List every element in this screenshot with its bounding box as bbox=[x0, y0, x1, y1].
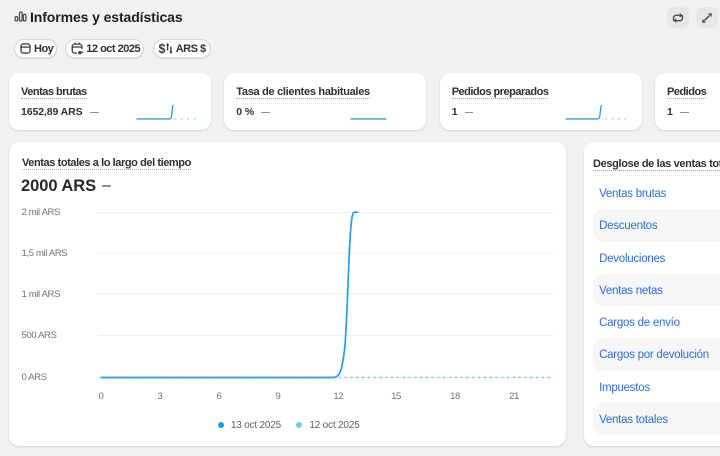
svg-text:$: $ bbox=[159, 42, 166, 55]
